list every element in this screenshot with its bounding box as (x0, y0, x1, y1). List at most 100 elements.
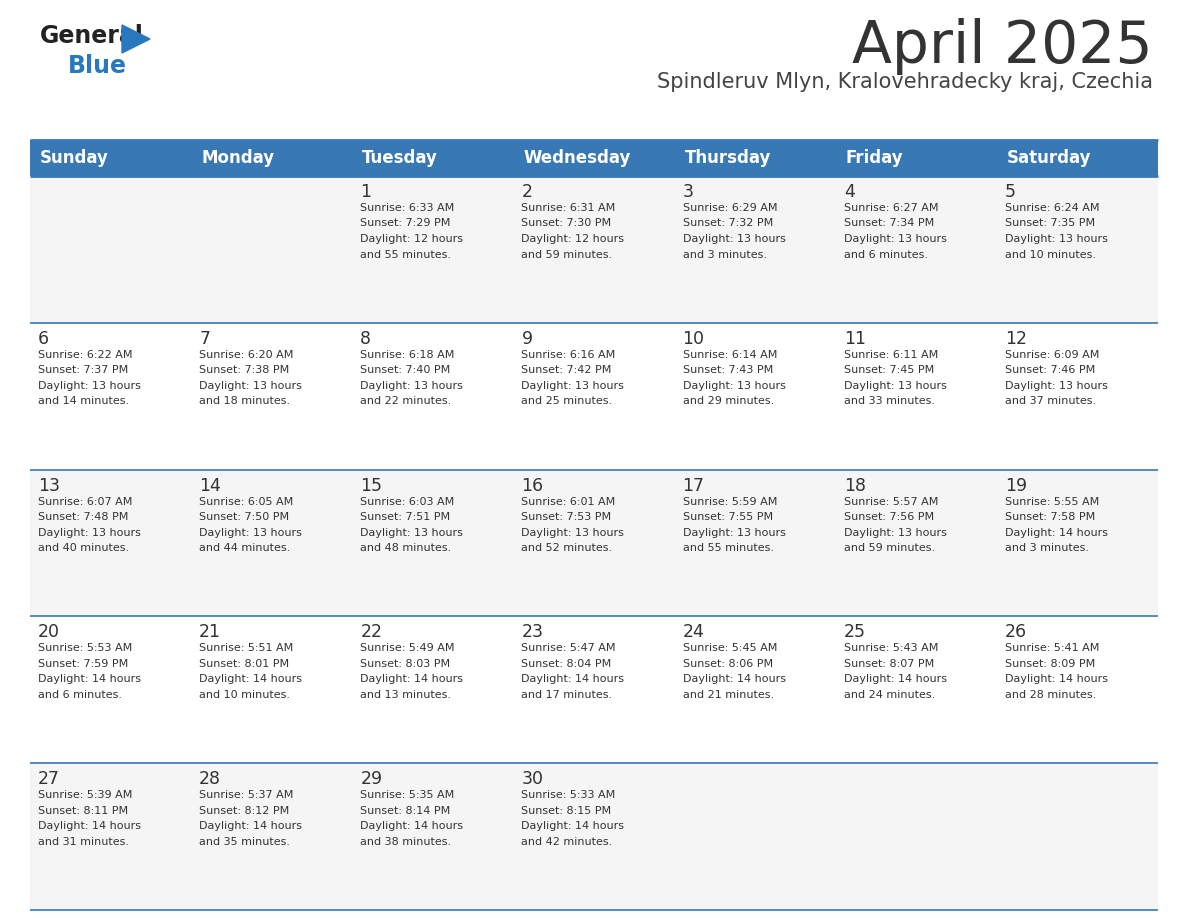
Text: Sunday: Sunday (40, 149, 109, 167)
Text: Sunrise: 5:37 AM: Sunrise: 5:37 AM (200, 790, 293, 800)
Text: and 21 minutes.: and 21 minutes. (683, 690, 773, 700)
Text: and 25 minutes.: and 25 minutes. (522, 397, 613, 407)
Text: Sunset: 7:30 PM: Sunset: 7:30 PM (522, 218, 612, 229)
Text: Saturday: Saturday (1007, 149, 1092, 167)
Text: Sunset: 7:45 PM: Sunset: 7:45 PM (843, 365, 934, 375)
Text: Sunrise: 5:53 AM: Sunrise: 5:53 AM (38, 644, 132, 654)
Text: Friday: Friday (846, 149, 903, 167)
Bar (997, 616, 1158, 763)
Text: 7: 7 (200, 330, 210, 348)
Text: 6: 6 (38, 330, 49, 348)
Text: Sunset: 8:12 PM: Sunset: 8:12 PM (200, 806, 290, 816)
Bar (675, 323, 835, 470)
Text: and 18 minutes.: and 18 minutes. (200, 397, 290, 407)
Text: Daylight: 13 hours: Daylight: 13 hours (843, 381, 947, 391)
Text: Sunset: 8:06 PM: Sunset: 8:06 PM (683, 659, 772, 669)
Text: 23: 23 (522, 623, 543, 642)
Text: Sunset: 7:34 PM: Sunset: 7:34 PM (843, 218, 934, 229)
Text: Daylight: 13 hours: Daylight: 13 hours (200, 528, 302, 538)
Text: and 59 minutes.: and 59 minutes. (522, 250, 613, 260)
Text: Daylight: 13 hours: Daylight: 13 hours (360, 528, 463, 538)
Text: and 10 minutes.: and 10 minutes. (1005, 250, 1095, 260)
Bar (353, 616, 513, 763)
Text: Sunrise: 6:29 AM: Sunrise: 6:29 AM (683, 203, 777, 213)
Text: 1: 1 (360, 183, 372, 201)
Text: Daylight: 14 hours: Daylight: 14 hours (200, 675, 302, 685)
Text: 27: 27 (38, 770, 61, 789)
Text: Daylight: 14 hours: Daylight: 14 hours (1005, 675, 1108, 685)
Text: Sunrise: 5:39 AM: Sunrise: 5:39 AM (38, 790, 132, 800)
Text: and 35 minutes.: and 35 minutes. (200, 836, 290, 846)
Text: Sunrise: 6:18 AM: Sunrise: 6:18 AM (360, 350, 455, 360)
Text: Daylight: 14 hours: Daylight: 14 hours (360, 675, 463, 685)
Text: Sunset: 8:15 PM: Sunset: 8:15 PM (522, 806, 612, 816)
Bar (675, 763, 835, 910)
Bar (30, 323, 191, 470)
Bar (997, 470, 1158, 616)
Text: and 42 minutes.: and 42 minutes. (522, 836, 613, 846)
Text: 4: 4 (843, 183, 854, 201)
Text: 25: 25 (843, 623, 866, 642)
Text: Sunset: 7:37 PM: Sunset: 7:37 PM (38, 365, 128, 375)
Text: and 22 minutes.: and 22 minutes. (360, 397, 451, 407)
Text: 9: 9 (522, 330, 532, 348)
Bar (675, 470, 835, 616)
Bar (353, 763, 513, 910)
Bar (835, 763, 997, 910)
Bar (30, 763, 191, 910)
Text: Daylight: 14 hours: Daylight: 14 hours (200, 822, 302, 831)
Text: 26: 26 (1005, 623, 1026, 642)
Text: Sunrise: 5:35 AM: Sunrise: 5:35 AM (360, 790, 455, 800)
Bar (835, 616, 997, 763)
Text: Sunset: 7:55 PM: Sunset: 7:55 PM (683, 512, 772, 522)
Text: 10: 10 (683, 330, 704, 348)
Bar (513, 616, 675, 763)
Bar (513, 176, 675, 323)
Bar (997, 323, 1158, 470)
Text: Sunrise: 5:43 AM: Sunrise: 5:43 AM (843, 644, 939, 654)
Text: 14: 14 (200, 476, 221, 495)
Text: Sunset: 8:03 PM: Sunset: 8:03 PM (360, 659, 450, 669)
Text: and 29 minutes.: and 29 minutes. (683, 397, 773, 407)
Text: Daylight: 13 hours: Daylight: 13 hours (1005, 381, 1107, 391)
Bar (513, 763, 675, 910)
Text: 8: 8 (360, 330, 372, 348)
Text: Monday: Monday (201, 149, 274, 167)
Text: Tuesday: Tuesday (362, 149, 438, 167)
Bar (997, 763, 1158, 910)
Text: Daylight: 14 hours: Daylight: 14 hours (522, 675, 625, 685)
Text: Daylight: 13 hours: Daylight: 13 hours (360, 381, 463, 391)
Text: Sunset: 7:43 PM: Sunset: 7:43 PM (683, 365, 773, 375)
Text: and 40 minutes.: and 40 minutes. (38, 543, 129, 554)
Text: and 44 minutes.: and 44 minutes. (200, 543, 290, 554)
Text: Sunset: 8:04 PM: Sunset: 8:04 PM (522, 659, 612, 669)
Text: Sunrise: 6:31 AM: Sunrise: 6:31 AM (522, 203, 615, 213)
Bar (191, 763, 353, 910)
Text: 13: 13 (38, 476, 61, 495)
Text: Spindleruv Mlyn, Kralovehradecky kraj, Czechia: Spindleruv Mlyn, Kralovehradecky kraj, C… (657, 72, 1154, 92)
Text: Sunrise: 6:22 AM: Sunrise: 6:22 AM (38, 350, 133, 360)
Text: Sunrise: 6:07 AM: Sunrise: 6:07 AM (38, 497, 132, 507)
Text: and 33 minutes.: and 33 minutes. (843, 397, 935, 407)
Text: 28: 28 (200, 770, 221, 789)
Text: 18: 18 (843, 476, 866, 495)
Bar (835, 323, 997, 470)
Text: April 2025: April 2025 (852, 18, 1154, 75)
Text: 20: 20 (38, 623, 61, 642)
Text: and 14 minutes.: and 14 minutes. (38, 397, 129, 407)
Text: Sunrise: 6:20 AM: Sunrise: 6:20 AM (200, 350, 293, 360)
Bar (675, 616, 835, 763)
Text: General: General (40, 24, 144, 48)
Text: Sunrise: 6:11 AM: Sunrise: 6:11 AM (843, 350, 939, 360)
Text: and 28 minutes.: and 28 minutes. (1005, 690, 1097, 700)
Text: Daylight: 14 hours: Daylight: 14 hours (843, 675, 947, 685)
Text: Sunset: 7:51 PM: Sunset: 7:51 PM (360, 512, 450, 522)
Text: Sunrise: 6:03 AM: Sunrise: 6:03 AM (360, 497, 455, 507)
Text: 22: 22 (360, 623, 383, 642)
Text: Sunset: 7:46 PM: Sunset: 7:46 PM (1005, 365, 1095, 375)
Text: Sunrise: 5:33 AM: Sunrise: 5:33 AM (522, 790, 615, 800)
Text: Sunset: 7:29 PM: Sunset: 7:29 PM (360, 218, 450, 229)
Text: Sunset: 7:50 PM: Sunset: 7:50 PM (200, 512, 289, 522)
Text: Sunrise: 6:01 AM: Sunrise: 6:01 AM (522, 497, 615, 507)
Text: Sunrise: 6:24 AM: Sunrise: 6:24 AM (1005, 203, 1099, 213)
